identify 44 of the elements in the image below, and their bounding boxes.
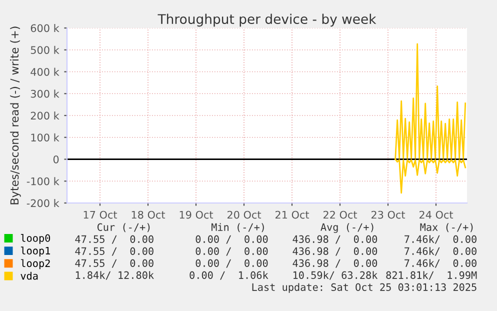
y-tick-label: 100 k <box>31 133 60 142</box>
x-tick-label: 20 Oct <box>227 210 262 219</box>
text: 436.98 / 0.00 <box>292 247 378 256</box>
text: Last update: Sat Oct 25 03:01:13 2025 <box>252 283 476 293</box>
text: Max (-/+) <box>420 223 473 232</box>
text: 436.98 / 0.00 <box>292 259 378 268</box>
y-tick-label: -100 k <box>26 177 60 186</box>
text: 47.55 / 0.00 <box>75 247 154 256</box>
text: 7.46k/ 0.00 <box>404 259 476 268</box>
y-axis-title: Bytes/second read (-) / write (+) <box>10 26 21 204</box>
text: 7.46k/ 0.00 <box>404 247 476 256</box>
legend-label: loop0 <box>20 234 50 244</box>
y-tick-label: 500 k <box>30 46 60 54</box>
y-tick-label: -200 k <box>26 199 60 208</box>
text: 821.81k/ 1.99M <box>386 271 477 280</box>
text: 0.00 / 0.00 <box>196 247 268 256</box>
x-tick-label: 22 Oct <box>323 210 358 219</box>
text: 7.46k/ 0.00 <box>404 235 476 244</box>
text: 47.55 / 0.00 <box>75 235 154 244</box>
text: 0.00 / 0.00 <box>196 259 268 268</box>
text: Avg (-/+) <box>320 223 374 233</box>
text: 10.59k/ 63.28k <box>293 271 378 280</box>
y-tick-label: 200 k <box>30 112 60 120</box>
legend-label: loop1 <box>20 246 50 256</box>
text: 47.55 / 0.00 <box>75 259 154 268</box>
y-tick-label: 400 k <box>30 68 60 76</box>
x-tick-label: 21 Oct <box>275 210 310 219</box>
chart-title: Throughput per device - by week <box>158 14 376 27</box>
text: Min (-/+) <box>212 223 264 232</box>
x-tick-label: 23 Oct <box>371 210 406 219</box>
y-tick-label: 0 <box>53 155 59 164</box>
x-tick-label: 24 Oct <box>419 210 454 219</box>
legend-label: vda <box>20 272 38 280</box>
x-tick-label: 18 Oct <box>132 210 166 219</box>
x-tick-label: 17 Oct <box>84 210 118 219</box>
legend-label: loop2 <box>20 259 50 270</box>
text: 0.00 / 1.06k <box>190 271 268 280</box>
text: 436.98 / 0.00 <box>292 235 378 244</box>
y-tick-label: 300 k <box>30 90 60 98</box>
text: Cur (-/+) <box>97 223 150 232</box>
x-tick-label: 19 Oct <box>180 210 214 219</box>
text: 1.84k/ 12.80k <box>76 271 154 280</box>
y-tick-label: 600 k <box>30 24 60 32</box>
text: 0.00 / 0.00 <box>196 235 268 244</box>
